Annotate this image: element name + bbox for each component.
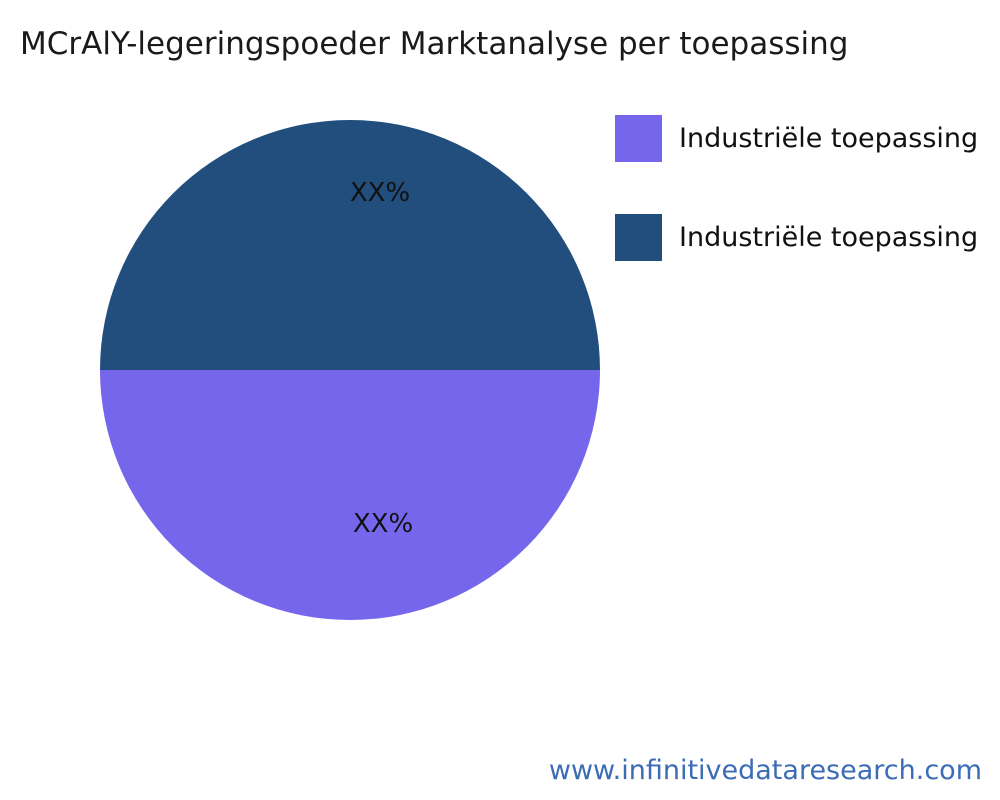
pie-slice-label-bottom: XX% xyxy=(352,509,414,539)
pie-slice-label-top: XX% xyxy=(349,178,411,208)
legend: Industriële toepassing Industriële toepa… xyxy=(615,115,978,261)
legend-swatch-purple xyxy=(615,115,662,162)
pie-chart xyxy=(100,120,600,620)
legend-item: Industriële toepassing xyxy=(615,214,978,261)
footer-website-url: www.infinitivedataresearch.com xyxy=(548,755,982,786)
legend-label: Industriële toepassing xyxy=(679,123,979,154)
legend-swatch-navy xyxy=(615,214,662,261)
legend-label: Industriële toepassing xyxy=(679,222,979,253)
chart-title: MCrAlY-legeringspoeder Marktanalyse per … xyxy=(20,26,849,62)
legend-item: Industriële toepassing xyxy=(615,115,978,162)
